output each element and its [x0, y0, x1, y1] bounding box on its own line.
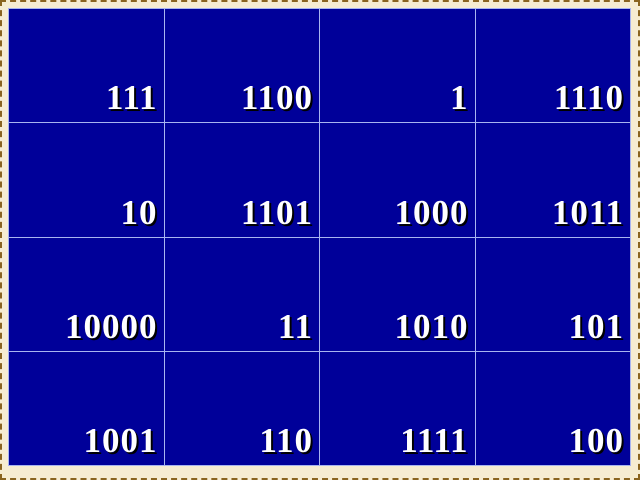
grid-row: 10 1101 1000 1011: [8, 122, 631, 238]
grid-cell[interactable]: 10000: [8, 236, 165, 352]
grid-cell[interactable]: 1001: [8, 350, 165, 467]
grid-cell[interactable]: 1111: [319, 350, 476, 467]
grid-cell[interactable]: 101: [474, 236, 631, 352]
binary-number-grid: 111 1100 1 1110 10 1101 1000 1011 10000 11 1010 101…: [8, 7, 631, 467]
grid-cell[interactable]: 1011: [474, 122, 631, 238]
grid-cell[interactable]: 1101: [163, 122, 320, 238]
grid-row: 1001 110 1111 100: [8, 350, 631, 467]
grid-cell[interactable]: 1110: [474, 7, 631, 124]
grid-cell[interactable]: 100: [474, 350, 631, 467]
grid-row: 10000 11 1010 101: [8, 236, 631, 352]
grid-cell[interactable]: 1000: [319, 122, 476, 238]
grid-cell[interactable]: 1010: [319, 236, 476, 352]
grid-cell[interactable]: 10: [8, 122, 165, 238]
grid-cell[interactable]: 1100: [163, 7, 320, 124]
grid-cell[interactable]: 111: [8, 7, 165, 124]
grid-cell[interactable]: 1: [319, 7, 476, 124]
grid-cell[interactable]: 11: [163, 236, 320, 352]
grid-row: 111 1100 1 1110: [8, 7, 631, 124]
grid-cell[interactable]: 110: [163, 350, 320, 467]
